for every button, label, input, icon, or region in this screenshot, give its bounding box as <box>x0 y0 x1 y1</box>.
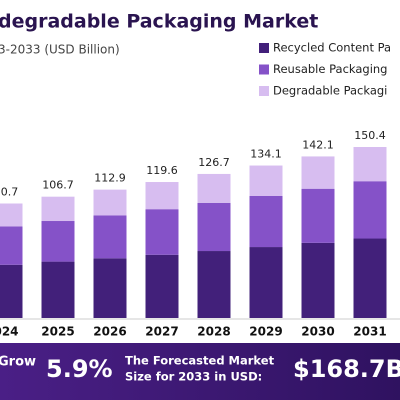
bar-segment <box>0 226 23 265</box>
bar-segment <box>145 182 179 210</box>
bar-segment <box>197 202 231 252</box>
total-label: 00.7 <box>0 186 18 199</box>
bar-segment <box>353 146 387 182</box>
x-tick-label: 2026 <box>93 325 126 339</box>
total-label: 150.4 <box>354 129 386 142</box>
x-tick-label: 024 <box>0 325 19 339</box>
banner-text: Grow <box>0 355 36 370</box>
legend-swatch <box>259 86 269 96</box>
legend-label: Degradable Packagi <box>273 84 387 98</box>
bar-segment <box>145 209 179 255</box>
bar-segment <box>93 189 127 216</box>
total-label: 126.7 <box>198 156 230 169</box>
x-tick-label: 2030 <box>301 325 334 339</box>
chart-subtitle: 3-2033 (USD Billion) <box>0 43 120 57</box>
legend-label: Reusable Packaging <box>273 62 387 76</box>
forecast-label: Size for 2033 in USD: <box>125 370 262 384</box>
bar-segment <box>93 215 127 259</box>
bar-segment <box>145 254 179 318</box>
bar-segment <box>41 196 75 222</box>
chart-title: degradable Packaging Market <box>0 11 318 33</box>
x-tick-label: 2025 <box>41 325 74 339</box>
bar-segment <box>249 247 283 318</box>
total-label: 112.9 <box>94 172 126 185</box>
legend-swatch <box>259 43 269 53</box>
bar-segment <box>249 165 283 196</box>
x-tick-label: 2029 <box>249 325 282 339</box>
total-label: 134.1 <box>250 148 282 161</box>
bar-segment <box>301 156 335 189</box>
bar-segment <box>197 173 231 203</box>
legend-swatch <box>259 64 269 75</box>
x-tick-label: 2027 <box>145 325 178 339</box>
forecast-label: The Forecasted Market <box>125 354 275 368</box>
bar-segment <box>353 181 387 239</box>
x-tick-label: 2028 <box>197 325 230 339</box>
bar-segment <box>197 251 231 318</box>
total-label: 142.1 <box>302 138 334 151</box>
cagr-value: 5.9% <box>46 355 113 383</box>
total-label: 119.6 <box>146 164 178 177</box>
bar-segment <box>353 238 387 318</box>
bar-segment <box>0 203 23 227</box>
total-label: 106.7 <box>42 179 74 192</box>
bar-segment <box>249 195 283 248</box>
bar-segment <box>301 242 335 318</box>
x-tick-label: 2031 <box>353 325 386 339</box>
forecast-value: $168.7B <box>293 355 400 383</box>
banner <box>0 343 400 400</box>
bar-segment <box>301 188 335 243</box>
bar-segment <box>41 261 75 318</box>
bar-segment <box>93 258 127 318</box>
bar-segment <box>0 264 23 318</box>
legend-label: Recycled Content Pa <box>273 41 391 55</box>
bar-segment <box>41 221 75 262</box>
